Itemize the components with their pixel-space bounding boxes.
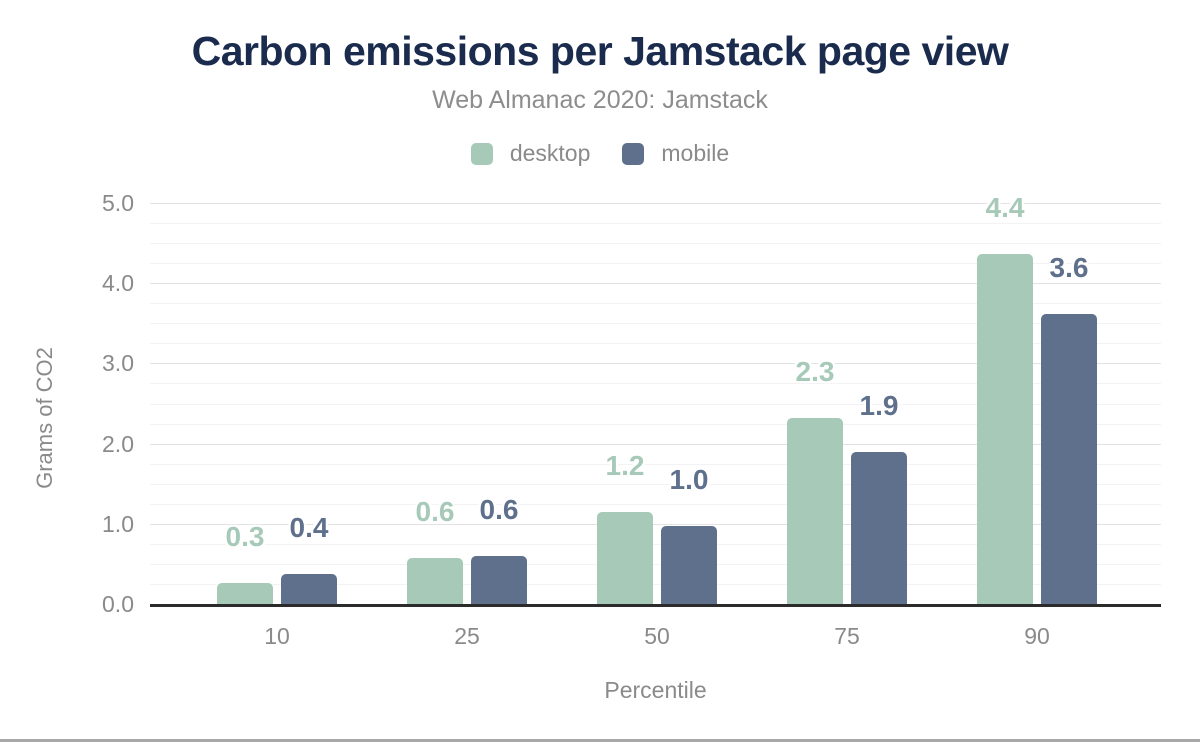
minor-gridline	[150, 323, 1161, 325]
bar-value-label-mobile: 1.0	[669, 464, 709, 496]
bar-desktop[interactable]	[217, 583, 273, 604]
bar-mobile[interactable]	[281, 573, 337, 604]
legend-label-mobile: mobile	[661, 140, 730, 166]
minor-gridline	[150, 483, 1161, 485]
x-axis-title: Percentile	[604, 677, 707, 703]
bar-desktop[interactable]	[977, 253, 1033, 604]
legend-label-desktop: desktop	[509, 140, 591, 166]
x-tick-label: 25	[454, 623, 480, 649]
minor-gridline	[150, 263, 1161, 265]
major-gridline	[150, 283, 1161, 285]
legend-item-mobile[interactable]: mobile	[622, 142, 729, 165]
bar-value-label-desktop: 1.2	[605, 449, 645, 481]
bar-value-label-desktop: 0.3	[225, 521, 265, 553]
bar-desktop[interactable]	[787, 417, 843, 604]
y-tick-label: 1.0	[102, 510, 134, 537]
bar-value-label-desktop: 0.6	[415, 496, 455, 528]
legend-swatch-mobile	[622, 142, 645, 165]
bar-value-label-desktop: 4.4	[985, 191, 1025, 223]
x-tick-label: 50	[644, 623, 670, 649]
bar-mobile[interactable]	[661, 526, 717, 604]
bar-desktop[interactable]	[407, 558, 463, 604]
bar-mobile[interactable]	[471, 555, 527, 604]
y-tick-label: 0.0	[102, 591, 134, 617]
minor-gridline	[150, 303, 1161, 305]
bar-value-label-mobile: 0.6	[479, 493, 519, 525]
minor-gridline	[150, 543, 1161, 545]
x-axis-line	[150, 604, 1161, 607]
y-tick-label: 4.0	[102, 270, 134, 297]
x-tick-label: 90	[1024, 623, 1050, 649]
major-gridline	[150, 523, 1161, 525]
x-tick-label: 75	[834, 623, 860, 649]
y-tick-label: 2.0	[102, 430, 134, 457]
bar-value-label-desktop: 2.3	[795, 355, 835, 387]
chart-title: Carbon emissions per Jamstack page view	[191, 28, 1009, 74]
legend-swatch-desktop	[470, 142, 493, 165]
y-tick-label: 3.0	[102, 350, 134, 377]
major-gridline	[150, 443, 1161, 445]
minor-gridline	[150, 463, 1161, 465]
y-tick-label: 5.0	[102, 190, 134, 216]
minor-gridline	[150, 563, 1161, 565]
minor-gridline	[150, 343, 1161, 345]
chart-legend: desktop mobile	[0, 142, 1200, 165]
minor-gridline	[150, 383, 1161, 385]
chart-subtitle: Web Almanac 2020: Jamstack	[432, 86, 768, 114]
x-tick-label: 10	[264, 623, 290, 649]
minor-gridline	[150, 403, 1161, 405]
minor-gridline	[150, 423, 1161, 425]
minor-gridline	[150, 503, 1161, 505]
minor-gridline	[150, 223, 1161, 225]
bar-mobile[interactable]	[1041, 313, 1097, 604]
bar-value-label-mobile: 3.6	[1049, 251, 1089, 283]
bar-value-label-mobile: 1.9	[859, 389, 899, 421]
minor-gridline	[150, 243, 1161, 245]
major-gridline	[150, 203, 1161, 204]
y-axis-title: Grams of CO2	[32, 347, 57, 489]
minor-gridline	[150, 583, 1161, 585]
legend-item-desktop[interactable]: desktop	[470, 140, 591, 166]
major-gridline	[150, 363, 1161, 365]
bar-mobile[interactable]	[851, 451, 907, 604]
bar-value-label-mobile: 0.4	[289, 511, 329, 543]
bar-desktop[interactable]	[597, 511, 653, 604]
